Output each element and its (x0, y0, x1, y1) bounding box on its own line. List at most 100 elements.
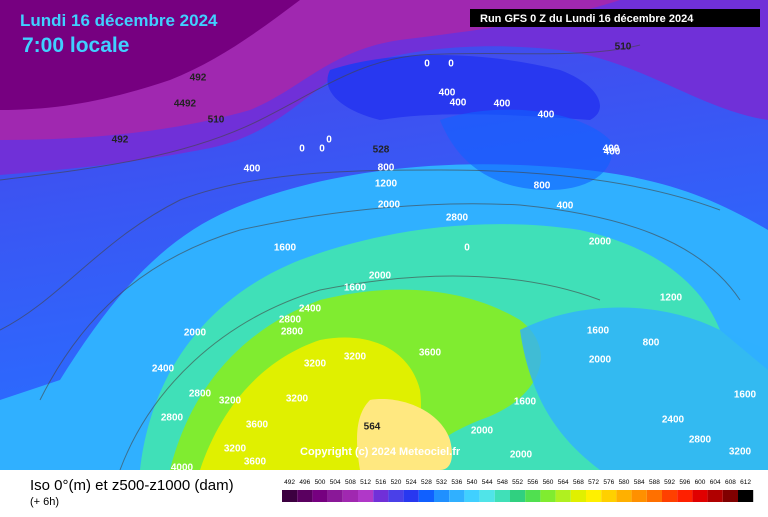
map-label: 492 (112, 135, 129, 146)
scale-label: 588 (649, 479, 660, 486)
color-swatch (631, 490, 647, 502)
map-label: 800 (534, 181, 551, 192)
scale-label: 608 (725, 479, 736, 486)
color-swatch (738, 490, 754, 502)
map-label: 3200 (344, 352, 367, 363)
scale-label: 576 (603, 479, 614, 486)
map-label: 492 (190, 73, 207, 84)
map-label: 564 (364, 422, 381, 433)
map-label: 400 (244, 164, 261, 175)
color-swatch (449, 490, 465, 502)
copyright: Copyright (c) 2024 Meteociel.fr (300, 446, 461, 458)
map-label: 2000 (184, 328, 207, 339)
color-swatch (646, 490, 662, 502)
color-swatch (358, 490, 374, 502)
color-swatch (707, 490, 723, 502)
color-swatch (418, 490, 434, 502)
map-label: 0 (299, 144, 305, 155)
color-swatch (403, 490, 419, 502)
map-label: 0 (326, 135, 332, 146)
footer-step: (+ 6h) (30, 496, 59, 508)
scale-label: 520 (391, 479, 402, 486)
color-swatch (586, 490, 602, 502)
scale-label: 592 (664, 479, 675, 486)
map-label: 3600 (246, 420, 269, 431)
map-label: 2800 (161, 413, 184, 424)
footer-title: Iso 0°(m) et z500-z1000 (dam) (30, 477, 234, 494)
map-label: 2800 (689, 435, 712, 446)
scale-label: 536 (451, 479, 462, 486)
map-label: 0 (424, 59, 430, 70)
map-label: 2000 (471, 426, 494, 437)
map-label: 800 (378, 163, 395, 174)
color-swatch (373, 490, 389, 502)
color-swatch (570, 490, 586, 502)
map-label: 2400 (152, 364, 175, 375)
map-label: 3200 (304, 359, 327, 370)
map-label: 4492 (174, 99, 197, 110)
map-label: 2000 (589, 355, 612, 366)
color-swatch (540, 490, 556, 502)
map-label: 400 (494, 99, 511, 110)
color-swatch (342, 490, 358, 502)
color-swatch (601, 490, 617, 502)
scale-label: 552 (512, 479, 523, 486)
scale-label: 612 (740, 479, 751, 486)
map-label: 3600 (244, 457, 267, 468)
map-label: 4000 (171, 463, 194, 474)
scale-label: 540 (467, 479, 478, 486)
color-swatch (388, 490, 404, 502)
map-background (0, 0, 768, 470)
color-swatch (464, 490, 480, 502)
scale-label: 596 (679, 479, 690, 486)
color-swatch (616, 490, 632, 502)
map-label: 3200 (286, 394, 309, 405)
scale-label: 528 (421, 479, 432, 486)
scale-label: 500 (315, 479, 326, 486)
time-title: 7:00 locale (22, 34, 129, 57)
map-label: 2800 (446, 213, 469, 224)
map-label: 2800 (281, 327, 304, 338)
scale-label: 504 (330, 479, 341, 486)
scale-label: 512 (360, 479, 371, 486)
scale-label: 516 (375, 479, 386, 486)
map-label: 1600 (514, 397, 537, 408)
color-swatch (434, 490, 450, 502)
map-label: 1600 (344, 283, 367, 294)
scale-label: 580 (619, 479, 630, 486)
scale-label: 600 (695, 479, 706, 486)
map-label: 2000 (510, 450, 533, 461)
map-label: 1600 (734, 390, 757, 401)
color-swatch (494, 490, 510, 502)
map-label: 400 (439, 88, 456, 99)
color-swatch (479, 490, 495, 502)
map-label: 2000 (589, 237, 612, 248)
color-swatch (677, 490, 693, 502)
scale-label: 584 (634, 479, 645, 486)
map-label: 510 (208, 115, 225, 126)
color-swatch (662, 490, 678, 502)
map-label: 1600 (274, 243, 297, 254)
scale-label: 548 (497, 479, 508, 486)
scale-label: 556 (527, 479, 538, 486)
map-label: 2800 (279, 315, 302, 326)
scale-label: 524 (406, 479, 417, 486)
scale-label: 560 (543, 479, 554, 486)
scale-label: 568 (573, 479, 584, 486)
scale-label: 508 (345, 479, 356, 486)
scale-label: 564 (558, 479, 569, 486)
map-label: 400 (538, 110, 555, 121)
color-swatch (525, 490, 541, 502)
date-title: Lundi 16 décembre 2024 (20, 11, 218, 30)
map-label: 400 (604, 147, 621, 158)
map-label: 2800 (189, 389, 212, 400)
run-box (470, 9, 760, 27)
map-label: 0 (319, 144, 325, 155)
map-label: 1600 (587, 326, 610, 337)
map-label: 2400 (299, 304, 322, 315)
color-swatch (282, 490, 298, 502)
map-label: 1200 (375, 179, 398, 190)
map-label: 3200 (729, 447, 752, 458)
color-swatch (297, 490, 313, 502)
